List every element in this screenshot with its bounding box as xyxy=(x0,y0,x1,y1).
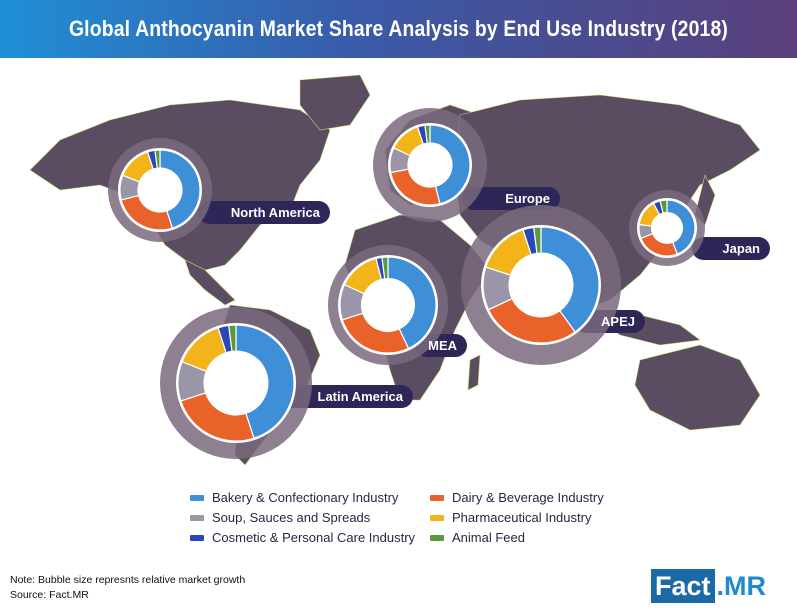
bubble-north-america: North America xyxy=(108,138,330,242)
region-label-bg xyxy=(462,187,560,210)
legend-label: Dairy & Beverage Industry xyxy=(452,490,604,505)
legend-swatch xyxy=(430,534,444,541)
legend-label: Bakery & Confectionary Industry xyxy=(212,490,399,505)
central-america xyxy=(184,259,236,306)
legend-item-bakery: Bakery & Confectionary Industry xyxy=(190,490,430,505)
donut-hole xyxy=(408,143,452,187)
chart-title: Global Anthocyanin Market Share Analysis… xyxy=(68,16,729,41)
legend-label: Soup, Sauces and Spreads xyxy=(212,510,371,525)
legend-item-dairy: Dairy & Beverage Industry xyxy=(430,490,630,505)
region-label: North America xyxy=(231,205,321,220)
donut-hole xyxy=(361,278,415,332)
factmr-logo: Fact .MR xyxy=(651,569,766,603)
logo-fact: Fact xyxy=(651,569,715,603)
bubble-japan: Japan xyxy=(629,190,770,266)
legend-label: Pharmaceutical Industry xyxy=(452,510,592,525)
footnote: Note: Bubble size represnts relative mar… xyxy=(10,573,245,603)
donut-hole xyxy=(651,212,683,244)
australia xyxy=(634,344,761,431)
region-label: Latin America xyxy=(318,389,404,404)
legend-swatch xyxy=(430,514,444,521)
region-label: APEJ xyxy=(601,314,635,329)
legend-label: Cosmetic & Personal Care Industry xyxy=(212,530,416,545)
legend-swatch xyxy=(430,494,444,501)
legend-item-cosmetic: Cosmetic & Personal Care Industry xyxy=(190,530,430,545)
note-text: Note: Bubble size represnts relative mar… xyxy=(10,574,246,586)
region-label-bg xyxy=(692,237,770,260)
legend: Bakery & Confectionary Industry Dairy & … xyxy=(190,490,630,545)
legend-item-pharma: Pharmaceutical Industry xyxy=(430,510,630,525)
logo-mr: .MR xyxy=(716,570,767,601)
legend-swatch xyxy=(190,514,204,521)
bubble-europe: Europe xyxy=(373,108,560,222)
source-text: Source: Fact.MR xyxy=(10,589,89,601)
legend-item-animal-feed: Animal Feed xyxy=(430,530,630,545)
madagascar xyxy=(467,354,481,391)
region-label: MEA xyxy=(428,338,458,353)
donut-hole xyxy=(204,351,268,415)
title-bar: Global Anthocyanin Market Share Analysis… xyxy=(0,0,797,58)
legend-swatch xyxy=(190,534,204,541)
region-label-bg xyxy=(198,201,330,224)
legend-item-soup: Soup, Sauces and Spreads xyxy=(190,510,430,525)
region-label: Europe xyxy=(505,191,550,206)
bubble-latin-america: Latin America xyxy=(160,307,413,459)
bubble-mea: MEA xyxy=(328,245,467,365)
region-label: Japan xyxy=(722,241,760,256)
legend-swatch xyxy=(190,494,204,501)
bubble-apej: APEJ xyxy=(461,205,645,365)
donut-hole xyxy=(138,168,182,212)
region-label-bg xyxy=(278,385,413,408)
greenland xyxy=(299,74,371,131)
donut-hole xyxy=(509,253,573,317)
world-map: North America Europe Japan APEJ MEA Latin Ame… xyxy=(29,74,770,466)
legend-label: Animal Feed xyxy=(452,530,525,545)
